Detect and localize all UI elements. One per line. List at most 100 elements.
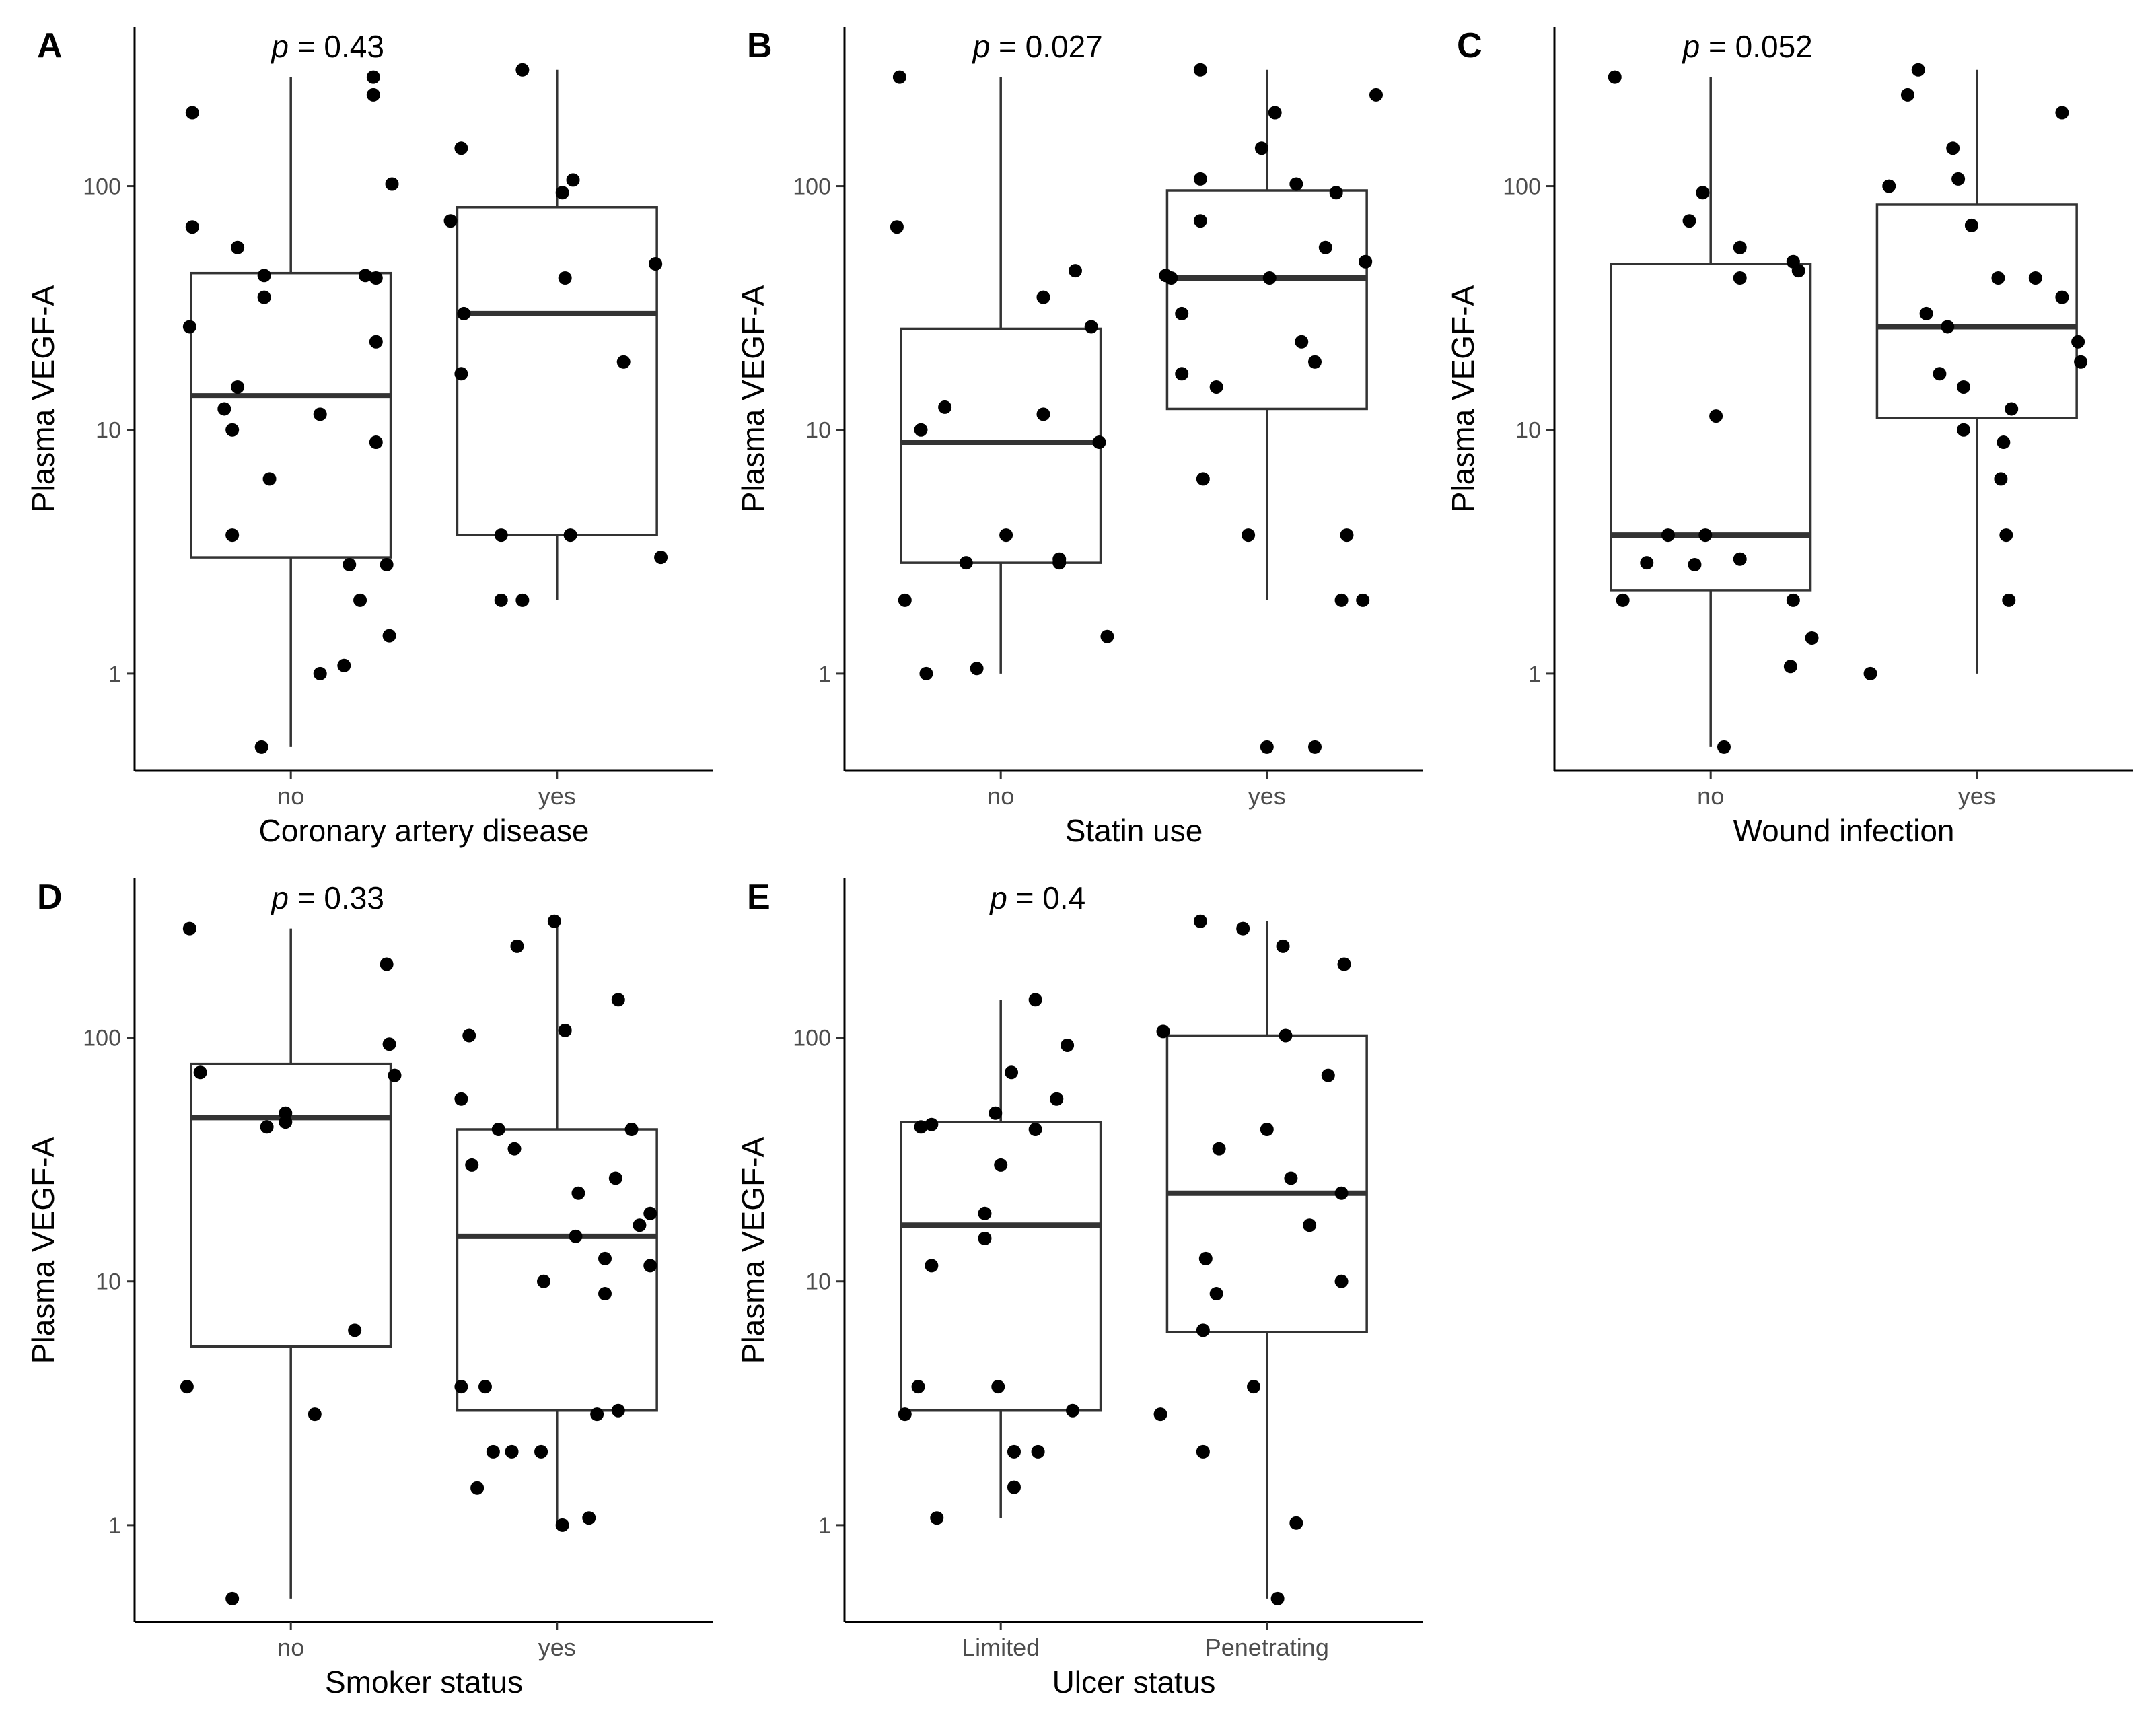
data-point <box>1092 435 1106 450</box>
data-point <box>1696 186 1710 200</box>
y-tick-label: 100 <box>793 1026 831 1051</box>
data-point <box>1951 172 1966 186</box>
x-axis-title: Smoker status <box>325 1665 523 1700</box>
x-tick-label: yes <box>1958 782 1996 810</box>
data-point <box>1334 1274 1349 1288</box>
data-point <box>2002 593 2016 607</box>
data-point <box>1661 528 1675 543</box>
data-point <box>1682 214 1696 228</box>
data-point <box>1882 179 1896 193</box>
data-point <box>649 257 663 271</box>
data-point <box>257 269 271 283</box>
data-point <box>1289 1516 1303 1530</box>
data-point <box>313 666 327 680</box>
data-point <box>1640 556 1654 570</box>
y-tick-label: 10 <box>805 1269 831 1295</box>
x-tick-label: yes <box>538 1634 576 1661</box>
data-point <box>1999 528 2013 543</box>
data-point <box>185 106 199 120</box>
data-point <box>193 1065 207 1080</box>
data-point <box>970 662 984 676</box>
y-tick-label: 1 <box>108 1513 121 1539</box>
data-point <box>358 269 372 283</box>
data-point <box>1946 141 1960 155</box>
box-yes <box>456 1128 658 1412</box>
data-point <box>382 1037 396 1051</box>
x-tick-label: no <box>987 782 1014 810</box>
data-point <box>454 141 468 155</box>
panel-label: B <box>747 26 772 65</box>
data-point <box>366 70 380 84</box>
x-tick-label: yes <box>1248 782 1286 810</box>
data-point <box>919 666 933 680</box>
data-point <box>382 629 396 643</box>
data-point <box>1270 1591 1285 1605</box>
data-point <box>478 1380 492 1394</box>
data-point <box>1198 1251 1213 1265</box>
data-point <box>898 1407 912 1422</box>
data-point <box>462 1028 476 1043</box>
data-point <box>494 528 508 543</box>
data-point <box>1052 552 1067 566</box>
x-tick-label: Limited <box>962 1634 1040 1661</box>
data-point <box>1900 88 1914 102</box>
data-point <box>1717 740 1731 754</box>
data-point <box>1964 218 1978 232</box>
data-point <box>313 407 327 421</box>
y-tick-label: 100 <box>1503 174 1541 200</box>
data-point <box>217 402 231 416</box>
data-point <box>1608 70 1622 84</box>
data-point <box>491 1123 505 1137</box>
y-tick-label: 10 <box>805 418 831 444</box>
data-point <box>611 993 625 1007</box>
data-point <box>1005 1065 1019 1080</box>
box-no <box>1610 263 1812 592</box>
data-point <box>515 63 530 77</box>
data-point <box>1805 631 1819 645</box>
data-point <box>348 1323 362 1337</box>
box-penetrating <box>1165 1034 1368 1333</box>
data-point <box>308 1407 322 1422</box>
y-tick-label: 10 <box>96 418 121 444</box>
data-point <box>1308 740 1322 754</box>
data-point <box>978 1206 992 1220</box>
data-point <box>1616 593 1630 607</box>
data-point <box>1209 380 1223 394</box>
box-yes <box>1165 189 1368 411</box>
data-point <box>380 957 394 971</box>
data-point <box>1356 593 1370 607</box>
data-point <box>225 528 240 543</box>
data-point <box>1289 177 1303 191</box>
data-point <box>925 1259 939 1273</box>
box-limited <box>900 1121 1102 1412</box>
data-point <box>1957 423 1971 437</box>
data-point <box>1329 186 1343 200</box>
data-point <box>182 320 196 334</box>
p-value-annotation: p = 0.33 <box>270 880 384 915</box>
data-point <box>571 1186 585 1200</box>
y-tick-label: 1 <box>108 662 121 687</box>
data-point <box>598 1287 612 1301</box>
data-point <box>1193 214 1207 228</box>
data-point <box>1066 1403 1080 1418</box>
data-point <box>1957 380 1971 394</box>
data-point <box>457 306 471 320</box>
data-point <box>1175 367 1189 381</box>
p-value-annotation: p = 0.052 <box>1682 29 1813 64</box>
data-point <box>537 1274 551 1288</box>
data-point <box>1156 1024 1170 1039</box>
data-point <box>1783 660 1797 674</box>
data-point <box>643 1206 657 1220</box>
data-point <box>1209 1287 1223 1301</box>
data-point <box>1193 172 1207 186</box>
data-point <box>385 177 399 191</box>
data-point <box>465 1158 479 1172</box>
data-point <box>1991 271 2005 285</box>
data-point <box>507 1142 522 1156</box>
data-point <box>890 220 904 234</box>
data-point <box>991 1380 1005 1394</box>
data-point <box>1068 264 1082 278</box>
data-point <box>454 367 468 381</box>
